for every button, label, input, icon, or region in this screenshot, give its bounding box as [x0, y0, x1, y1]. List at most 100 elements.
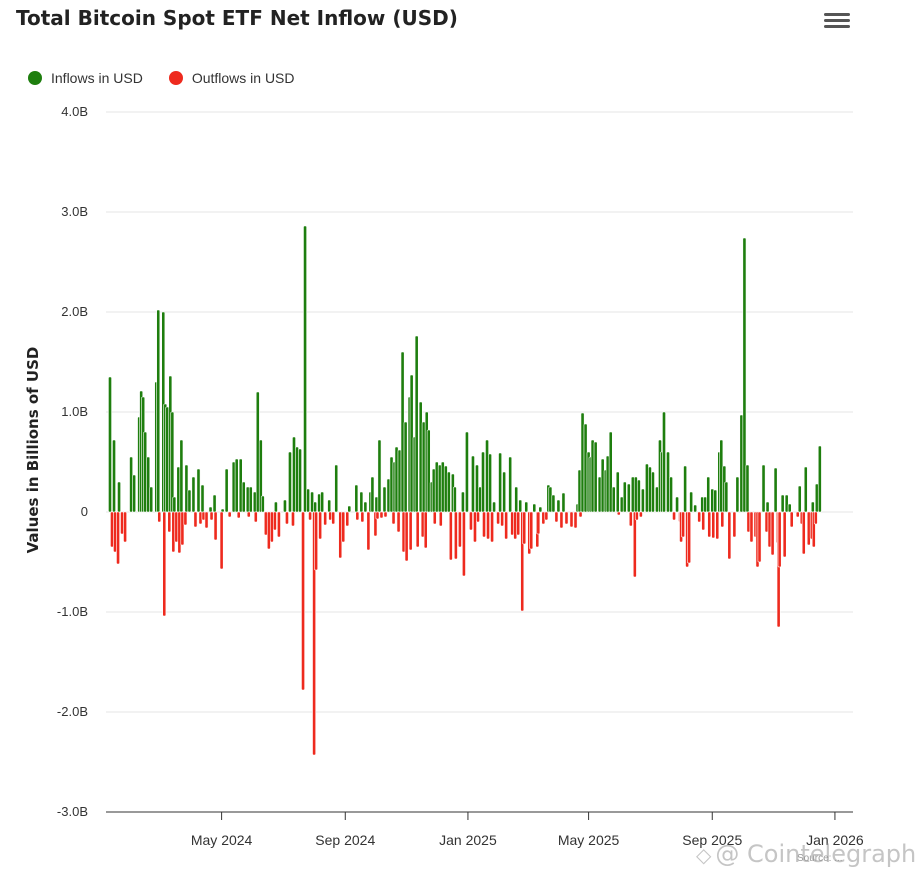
inflow-bar: [179, 439, 184, 513]
inflow-bar: [132, 474, 137, 513]
inflow-bar: [347, 505, 352, 513]
x-tick-label: Jan 2025: [439, 832, 497, 848]
outflow-bar: [529, 511, 534, 550]
y-axis-title: Values in Billions of USD: [24, 347, 42, 554]
outflow-bar: [341, 511, 346, 543]
outflow-bar: [408, 511, 413, 551]
inflow-bar: [626, 483, 631, 513]
outflow-bar: [180, 511, 185, 546]
inflow-bar: [683, 465, 688, 513]
watermark-text: Cointelegraph: [747, 840, 917, 868]
inflow-bar: [258, 439, 263, 513]
outflow-bar: [285, 511, 289, 525]
outflow-bar: [490, 511, 494, 543]
inflow-bar: [561, 492, 566, 513]
y-tick-label: -3.0B: [57, 804, 88, 819]
outflow-bar: [720, 511, 725, 528]
legend: Inflows in USD Outflows in USD: [28, 70, 295, 86]
legend-item-outflows[interactable]: Outflows in USD: [168, 70, 295, 86]
outflow-bar: [672, 511, 676, 521]
inflow-bar: [354, 484, 359, 513]
hamburger-menu-icon[interactable]: [824, 10, 850, 32]
outflow-bar: [616, 511, 621, 516]
outflow-bar: [415, 511, 420, 548]
inflow-bar: [298, 448, 302, 513]
outflow-bar: [375, 511, 380, 520]
x-tick-label: Sep 2024: [315, 832, 375, 848]
outflow-bar: [757, 511, 762, 563]
outflow-bar: [116, 511, 120, 565]
inflow-bar: [669, 476, 673, 513]
outflow-bar: [301, 511, 305, 691]
inflow-bar: [260, 495, 265, 513]
outflow-bar: [522, 511, 527, 545]
outflow-bar: [554, 511, 559, 523]
x-tick-label: May 2025: [558, 832, 620, 848]
outflow-bar: [569, 511, 574, 528]
inflow-bar: [452, 486, 457, 513]
inflow-bar: [224, 468, 229, 513]
inflow-bar: [156, 309, 161, 513]
outflow-bar: [504, 511, 509, 540]
outflow-bar: [687, 511, 692, 564]
outflow-bar: [500, 511, 505, 527]
outflow-bar: [209, 511, 214, 521]
inflow-bar: [273, 501, 278, 513]
inflow-bar: [706, 476, 711, 513]
inflow-bar: [810, 501, 815, 513]
inflow-bar: [532, 503, 537, 513]
inflow-bar: [689, 491, 694, 513]
outflow-bar: [496, 511, 501, 525]
outflow-bar: [396, 511, 401, 533]
inflow-bar: [200, 484, 205, 513]
outflow-bar: [227, 511, 232, 518]
inflow-bar: [220, 508, 225, 513]
inflow-bar: [191, 476, 196, 513]
menu-line: [824, 19, 850, 22]
inflow-bar: [611, 486, 616, 513]
inflow-bar: [693, 504, 698, 513]
inflow-bar: [593, 441, 598, 513]
inflow-bar: [446, 471, 451, 513]
outflow-bar: [482, 511, 486, 538]
outflow-bar: [213, 511, 218, 541]
inflow-bar: [780, 494, 785, 513]
outflow-bar: [383, 511, 388, 518]
outflow-bar: [345, 511, 350, 527]
outflow-bar: [789, 511, 794, 528]
outflow-bar: [183, 511, 188, 526]
legend-item-inflows[interactable]: Inflows in USD: [28, 70, 143, 86]
outflow-bar: [727, 511, 732, 560]
inflow-bar: [196, 468, 201, 513]
outflow-bar: [544, 511, 549, 521]
inflow-bar: [234, 458, 239, 513]
outflow-bar: [308, 511, 312, 521]
outflow-bar: [462, 511, 466, 577]
outflow-bar: [516, 511, 521, 536]
inflow-bar: [784, 494, 789, 513]
y-tick-label: 0: [81, 504, 88, 519]
y-tick-label: -1.0B: [57, 604, 88, 619]
inflow-bar: [288, 451, 292, 513]
inflow-bar: [556, 499, 561, 513]
inflow-bar: [742, 237, 747, 513]
outflow-bar: [366, 511, 371, 551]
inflow-bar: [359, 491, 364, 513]
watermark: ◇ @ Cointelegraph: [696, 840, 916, 868]
inflow-bar: [212, 494, 217, 513]
outflow-bar: [795, 511, 800, 518]
outflow-bar: [813, 511, 818, 525]
inflow-bar: [622, 481, 627, 513]
y-tick-label: 2.0B: [61, 304, 88, 319]
outflow-bar: [379, 511, 384, 519]
inflow-bar: [248, 486, 253, 513]
outflow-bar: [277, 511, 281, 538]
outflow-bar: [193, 511, 198, 528]
source-note: Source: ...: [797, 853, 843, 864]
outflow-bar: [564, 511, 569, 525]
inflow-bar: [320, 491, 325, 513]
inflow-bar: [615, 471, 620, 513]
outflow-bar: [423, 511, 428, 549]
outflow-bar: [355, 511, 360, 521]
